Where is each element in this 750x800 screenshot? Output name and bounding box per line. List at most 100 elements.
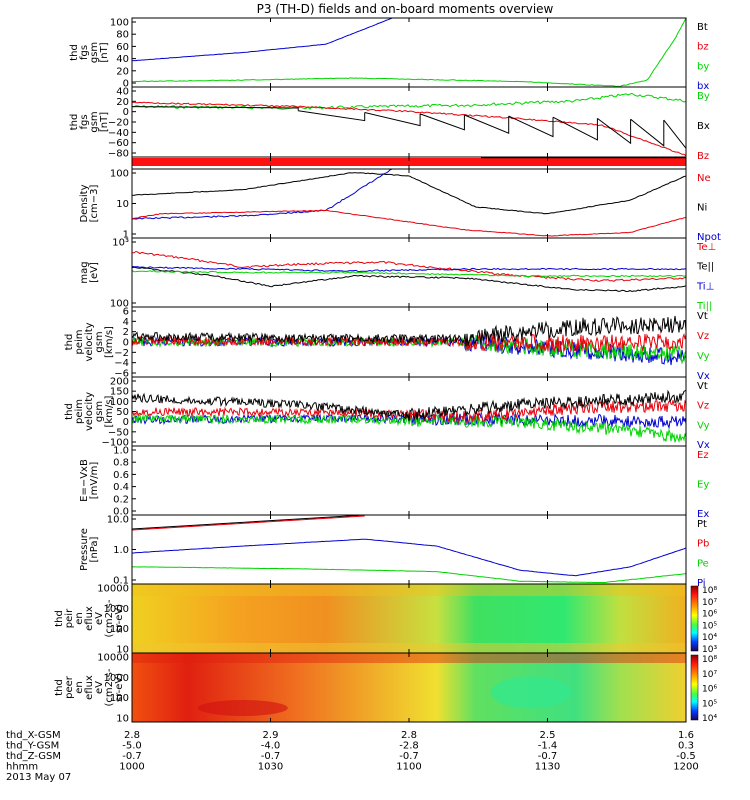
colorbar-tick-label: 10⁵	[702, 621, 717, 631]
y-axis-label: thd	[64, 403, 75, 420]
x-axis-value: 2.9	[263, 730, 279, 741]
y-tick-label: 200	[110, 377, 129, 388]
flag-bar	[132, 158, 686, 166]
y-tick-label: 0	[123, 107, 129, 118]
colorbar-tick-label: 10⁴	[702, 714, 717, 724]
legend-Vy: Vy	[697, 351, 710, 362]
legend-Bz: Bz	[697, 151, 709, 162]
y-tick-label: −2	[114, 348, 129, 359]
y-tick-label: 0.8	[113, 458, 129, 469]
x-axis-value: -2.8	[399, 741, 419, 752]
y-tick-label: −40	[108, 128, 129, 139]
legend-Ez: Ez	[697, 450, 709, 461]
x-axis-value: -1.4	[538, 741, 558, 752]
y-axis-label: en	[74, 612, 85, 625]
y-tick-label: −20	[108, 118, 129, 129]
y-axis-label: [nT]	[99, 112, 110, 132]
x-axis-value: -0.7	[122, 751, 142, 762]
spectrogram-image	[132, 584, 686, 653]
panel-vel2: thd peim velocity gsm [km/s] 200150100500−50−…	[64, 376, 710, 451]
legend-Npot: Npot	[697, 232, 721, 243]
x-axis-value: 1.6	[678, 730, 694, 741]
y-axis-label: eV	[94, 612, 105, 625]
y-axis-label: [nT]	[99, 42, 110, 62]
legend-Pe: Pe	[697, 558, 709, 569]
colorbar-tick-label: 10³	[702, 645, 717, 655]
y-axis-label: sr-eV)	[114, 673, 125, 702]
x-axis-row-label: hhmm	[6, 762, 38, 773]
series-Vt	[131, 389, 687, 421]
y-tick-label: −6	[114, 369, 129, 380]
y-axis-label: peim	[74, 329, 85, 354]
y-tick-label: 1.0	[113, 446, 129, 457]
y-axis-label: (cm2-s-	[104, 599, 115, 637]
x-axis-value: 1200	[673, 762, 698, 773]
y-tick-label: 1	[123, 230, 129, 241]
panel-frame	[131, 445, 687, 516]
x-axis-value: -4.0	[261, 741, 281, 752]
y-tick-label: −50	[108, 427, 129, 438]
panel-spec_i: thd peir en eflux eV (cm2-s-sr-eV) 10000 1000 10…	[54, 583, 717, 656]
y-tick-label: 0.6	[113, 470, 129, 481]
y-axis-label: mag	[79, 261, 90, 283]
y-axis-label: E=−VxB	[79, 459, 90, 502]
series-Pe	[131, 566, 687, 584]
y-tick-label: 10	[116, 714, 129, 725]
legend-Ey: Ey	[697, 480, 709, 491]
legend-Vz: Vz	[697, 401, 709, 412]
series-Bx	[131, 106, 687, 150]
legend-Te⊥: Te⊥	[696, 242, 716, 253]
series-by	[131, 17, 687, 88]
y-axis-label: fgs	[79, 114, 90, 129]
x-axis-row-label: thd_Z-GSM	[6, 751, 61, 762]
y-axis-label: [km/s]	[104, 326, 115, 358]
y-axis-label: thd	[64, 334, 75, 351]
series-Ti-perp	[131, 265, 687, 273]
y-tick-label: 50	[116, 407, 129, 418]
y-axis-label: gsm	[94, 401, 105, 422]
y-tick-label: −80	[108, 149, 129, 160]
y-tick-label: 0.2	[113, 494, 129, 505]
legend-Vt: Vt	[697, 311, 708, 322]
y-tick-label: 2	[123, 327, 129, 338]
series-Pb	[131, 515, 365, 531]
series-bx	[131, 17, 393, 62]
legend-Vz: Vz	[697, 331, 709, 342]
panel-frame	[131, 17, 687, 88]
y-axis-label: peer	[64, 675, 75, 699]
legend-Vx: Vx	[697, 371, 710, 382]
x-axis-value: -0.5	[676, 751, 696, 762]
legend-Bx: Bx	[697, 121, 710, 132]
y-tick-label: 6	[123, 307, 129, 318]
y-axis-label: fgs	[79, 45, 90, 60]
y-axis-label: thd	[54, 610, 65, 627]
x-axis-value: 1100	[396, 762, 421, 773]
legend-Pb: Pb	[697, 539, 709, 550]
panel-temp: mag [eV] 10³ 100 Te⊥ Te|| Ti⊥ Ti||	[79, 237, 716, 312]
panel-frame	[131, 168, 687, 239]
spectrogram-feature	[490, 676, 571, 709]
y-tick-label: 1.0	[113, 545, 129, 556]
spectrogram-band	[132, 643, 686, 653]
legend-Pt: Pt	[697, 519, 707, 530]
y-axis-label: velocity	[84, 322, 95, 361]
panel-flag	[131, 156, 687, 170]
legend-Ti||: Ti||	[696, 301, 712, 312]
colorbar	[690, 585, 699, 652]
y-tick-label: 10.0	[107, 515, 129, 526]
x-axis-value: 2.8	[401, 730, 417, 741]
y-tick-label: 40	[116, 87, 129, 98]
y-tick-label: 100	[110, 169, 129, 180]
series-Npot	[131, 168, 393, 220]
legend-by: by	[697, 61, 709, 72]
y-axis-label: [nPa]	[89, 536, 100, 562]
y-axis-label: eflux	[84, 675, 95, 700]
y-axis-label: peim	[74, 399, 85, 424]
colorbar-tick-label: 10⁶	[702, 610, 717, 620]
legend-bx: bx	[697, 81, 709, 92]
y-tick-label: 100	[110, 299, 129, 310]
colorbar-tick-label: 10⁷	[702, 670, 717, 680]
